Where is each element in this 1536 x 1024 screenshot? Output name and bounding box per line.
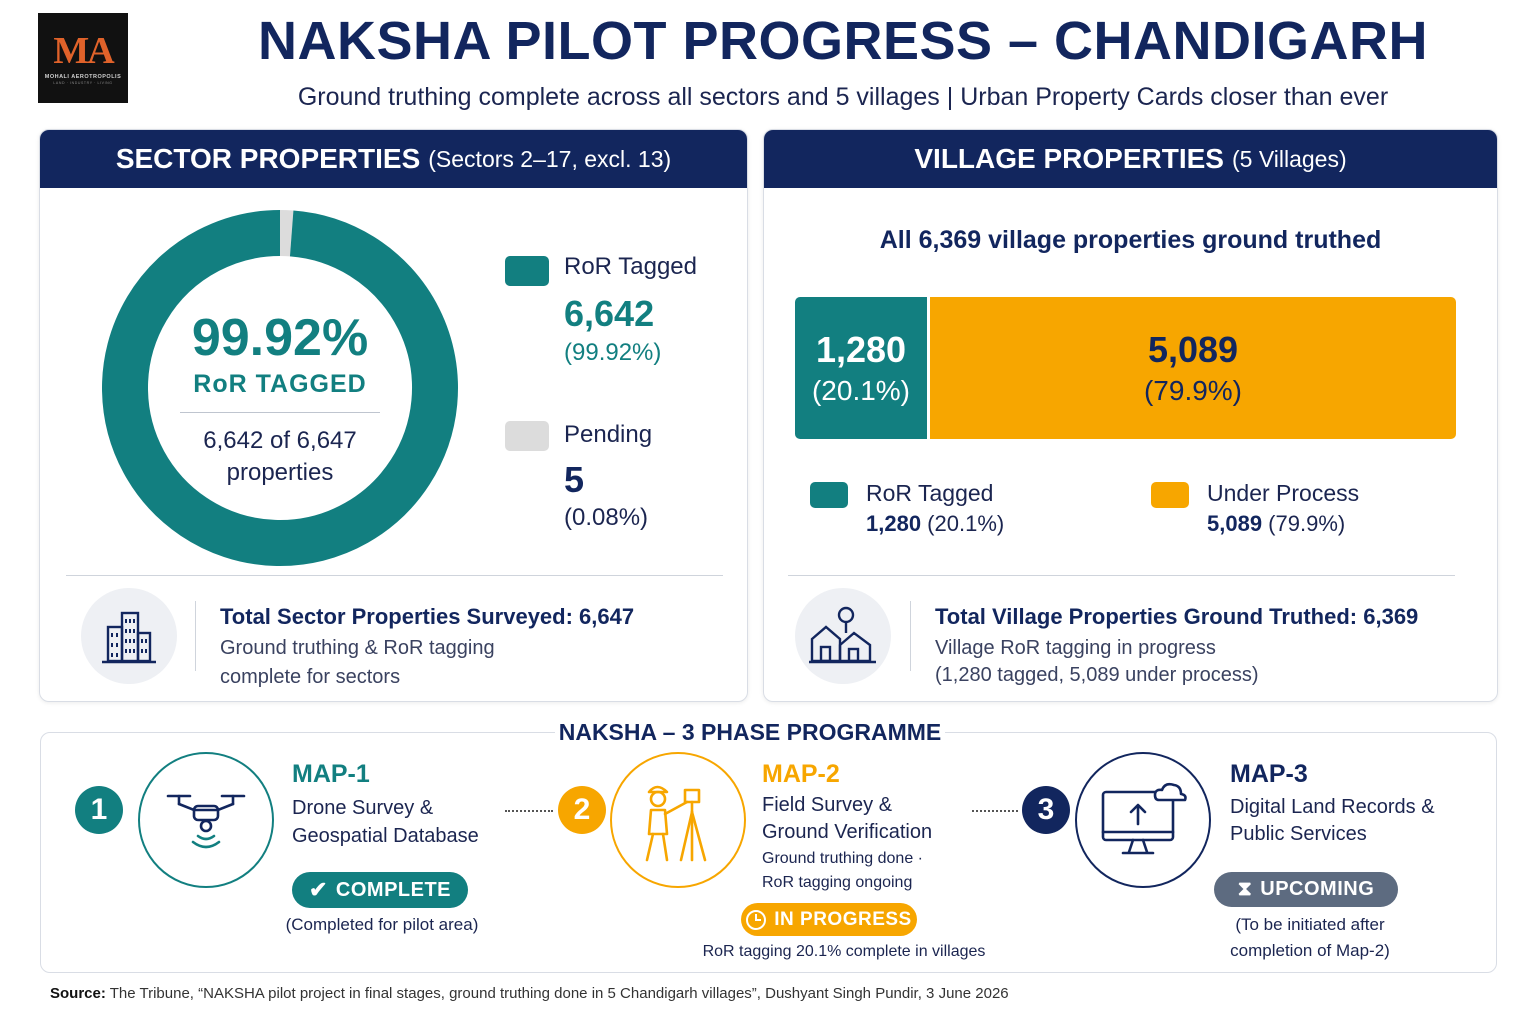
donut-center-divider: [180, 412, 380, 413]
legend-value: 5,089: [1207, 511, 1263, 536]
hourglass-icon: ⧗: [1237, 878, 1253, 900]
legend-value: 5: [564, 459, 585, 500]
legend-percent: (99.92%): [564, 339, 662, 366]
phase-3-caption-line1: (To be initiated after: [1235, 915, 1385, 934]
village-panel: VILLAGE PROPERTIES (5 Villages) All 6,36…: [763, 129, 1498, 702]
legend-swatch-grey: [505, 421, 549, 451]
check-icon: ✔: [308, 877, 328, 902]
phase-2-caption: RoR tagging 20.1% complete in villages: [702, 943, 986, 960]
status-badge-complete: ✔ COMPLETE: [292, 872, 468, 908]
status-badge-upcoming: ⧗ UPCOMING: [1214, 872, 1398, 907]
legend-label: RoR Tagged: [564, 253, 697, 280]
sector-donut-chart: [102, 210, 458, 566]
clock-icon: [746, 909, 767, 930]
page-title: NAKSHA PILOT PROGRESS – CHANDIGARH: [257, 11, 1429, 71]
programme-title: NAKSHA – 3 PHASE PROGRAMME: [555, 719, 945, 746]
phase-connector: [505, 810, 553, 812]
badge-label: UPCOMING: [1260, 878, 1375, 900]
legend-swatch-teal: [505, 256, 549, 286]
phase-1-caption: (Completed for pilot area): [285, 915, 479, 934]
phase-1-desc-line1: Drone Survey &: [292, 797, 434, 819]
village-stacked-bar: 1,280 (20.1%) 5,089 (79.9%): [795, 297, 1456, 439]
phase-2-note-line1: Ground truthing done ·: [762, 850, 923, 867]
village-footer-line1: Village RoR tagging in progress: [935, 637, 1216, 659]
logo-mark: MA: [53, 30, 114, 72]
legend-percent: (20.1%): [921, 511, 1005, 536]
surveyor-icon: [610, 752, 746, 888]
phase-2-note-line2: RoR tagging ongoing: [762, 874, 913, 891]
source-label: Source:: [50, 985, 106, 1002]
sector-footer-line2: complete for sectors: [220, 666, 401, 688]
village-headline: All 6,369 village properties ground trut…: [879, 226, 1382, 254]
cloud-monitor-icon: [1075, 752, 1211, 888]
phase-3-name: MAP-3: [1230, 760, 1308, 788]
legend-label: RoR Tagged: [866, 480, 994, 506]
bar-segment-ror-tagged: 1,280 (20.1%): [795, 297, 927, 439]
logo: MA MOHALI AEROTROPOLIS LAND · INDUSTRY ·…: [38, 13, 128, 103]
logo-tagline: LAND · INDUSTRY · LIVING: [53, 81, 113, 85]
sector-heading-main: SECTOR PROPERTIES: [115, 143, 421, 174]
phase-3-caption-line2: completion of Map-2): [1230, 941, 1390, 960]
legend-label: Pending: [564, 421, 653, 448]
bar-segment-percent: (79.9%): [1143, 375, 1243, 406]
legend-value: 6,642: [564, 293, 655, 334]
sector-footer-title: Total Sector Properties Surveyed: 6,647: [220, 604, 635, 629]
donut-center-label: RoR TAGGED: [193, 370, 367, 398]
village-heading-main: VILLAGE PROPERTIES: [914, 143, 1224, 174]
phase-connector: [972, 810, 1018, 812]
donut-center-line1: 6,642 of 6,647: [203, 427, 357, 454]
phase-number-1: 1: [75, 786, 123, 834]
badge-label: IN PROGRESS: [774, 908, 912, 930]
legend-percent: (79.9%): [1262, 511, 1346, 536]
phase-2-desc-line1: Field Survey &: [762, 794, 893, 816]
sector-footer-line1: Ground truthing & RoR tagging: [220, 637, 495, 659]
sector-footer-divider: [195, 601, 196, 671]
legend-value: 1,280: [866, 511, 922, 536]
village-footer-title: Total Village Properties Ground Truthed:…: [935, 604, 1419, 629]
legend-swatch-amber: [1151, 482, 1189, 508]
donut-center-line2: properties: [226, 459, 334, 486]
page-subtitle: Ground truthing complete across all sect…: [297, 83, 1389, 111]
legend-swatch-teal: [810, 482, 848, 508]
badge-label: COMPLETE: [335, 878, 452, 901]
donut-center: 99.92% RoR TAGGED 6,642 of 6,647 propert…: [150, 310, 410, 489]
bar-segment-under-process: 5,089 (79.9%): [930, 297, 1456, 439]
donut-slice-ror-tagged: [102, 210, 458, 566]
phase-number-2: 2: [558, 786, 606, 834]
village-footer-divider: [910, 601, 911, 671]
bar-segment-value: 1,280: [815, 329, 907, 370]
village-panel-header: VILLAGE PROPERTIES (5 Villages): [764, 130, 1497, 188]
donut-center-percent: 99.92%: [191, 309, 369, 367]
legend-value-line: 5,089 (79.9%): [1207, 511, 1345, 537]
bar-segment-value: 5,089: [1147, 329, 1239, 370]
phase-3-desc-line1: Digital Land Records &: [1230, 796, 1435, 818]
phase-1-desc-line2: Geospatial Database: [292, 825, 479, 847]
village-heading-sub: (5 Villages): [1231, 145, 1347, 172]
phase-2-name: MAP-2: [762, 760, 840, 788]
legend-value-line: 1,280 (20.1%): [866, 511, 1004, 537]
status-badge-in-progress: IN PROGRESS: [741, 903, 917, 936]
city-buildings-icon: [81, 588, 177, 684]
legend-percent: (0.08%): [564, 504, 649, 531]
legend-label: Under Process: [1207, 480, 1360, 506]
village-houses-icon: [795, 588, 891, 684]
bar-separator: [927, 297, 930, 439]
source-citation: Source: The Tribune, “NAKSHA pilot proje…: [50, 985, 1009, 1002]
phase-3-desc-line2: Public Services: [1230, 823, 1367, 845]
village-footer-line2: (1,280 tagged, 5,089 under process): [935, 664, 1259, 686]
sector-divider: [66, 575, 723, 576]
phase-number-3: 3: [1022, 786, 1070, 834]
phase-1-name: MAP-1: [292, 760, 370, 788]
sector-panel-header: SECTOR PROPERTIES (Sectors 2–17, excl. 1…: [40, 130, 747, 188]
bar-segment-percent: (20.1%): [811, 375, 911, 406]
sector-panel: SECTOR PROPERTIES (Sectors 2–17, excl. 1…: [39, 129, 748, 702]
drone-icon: [138, 752, 274, 888]
source-text: The Tribune, “NAKSHA pilot project in fi…: [105, 985, 1009, 1002]
sector-heading-sub: (Sectors 2–17, excl. 13): [428, 145, 672, 172]
logo-name: MOHALI AEROTROPOLIS: [44, 74, 122, 80]
village-divider: [788, 575, 1455, 576]
phase-2-desc-line2: Ground Verification: [762, 821, 933, 843]
